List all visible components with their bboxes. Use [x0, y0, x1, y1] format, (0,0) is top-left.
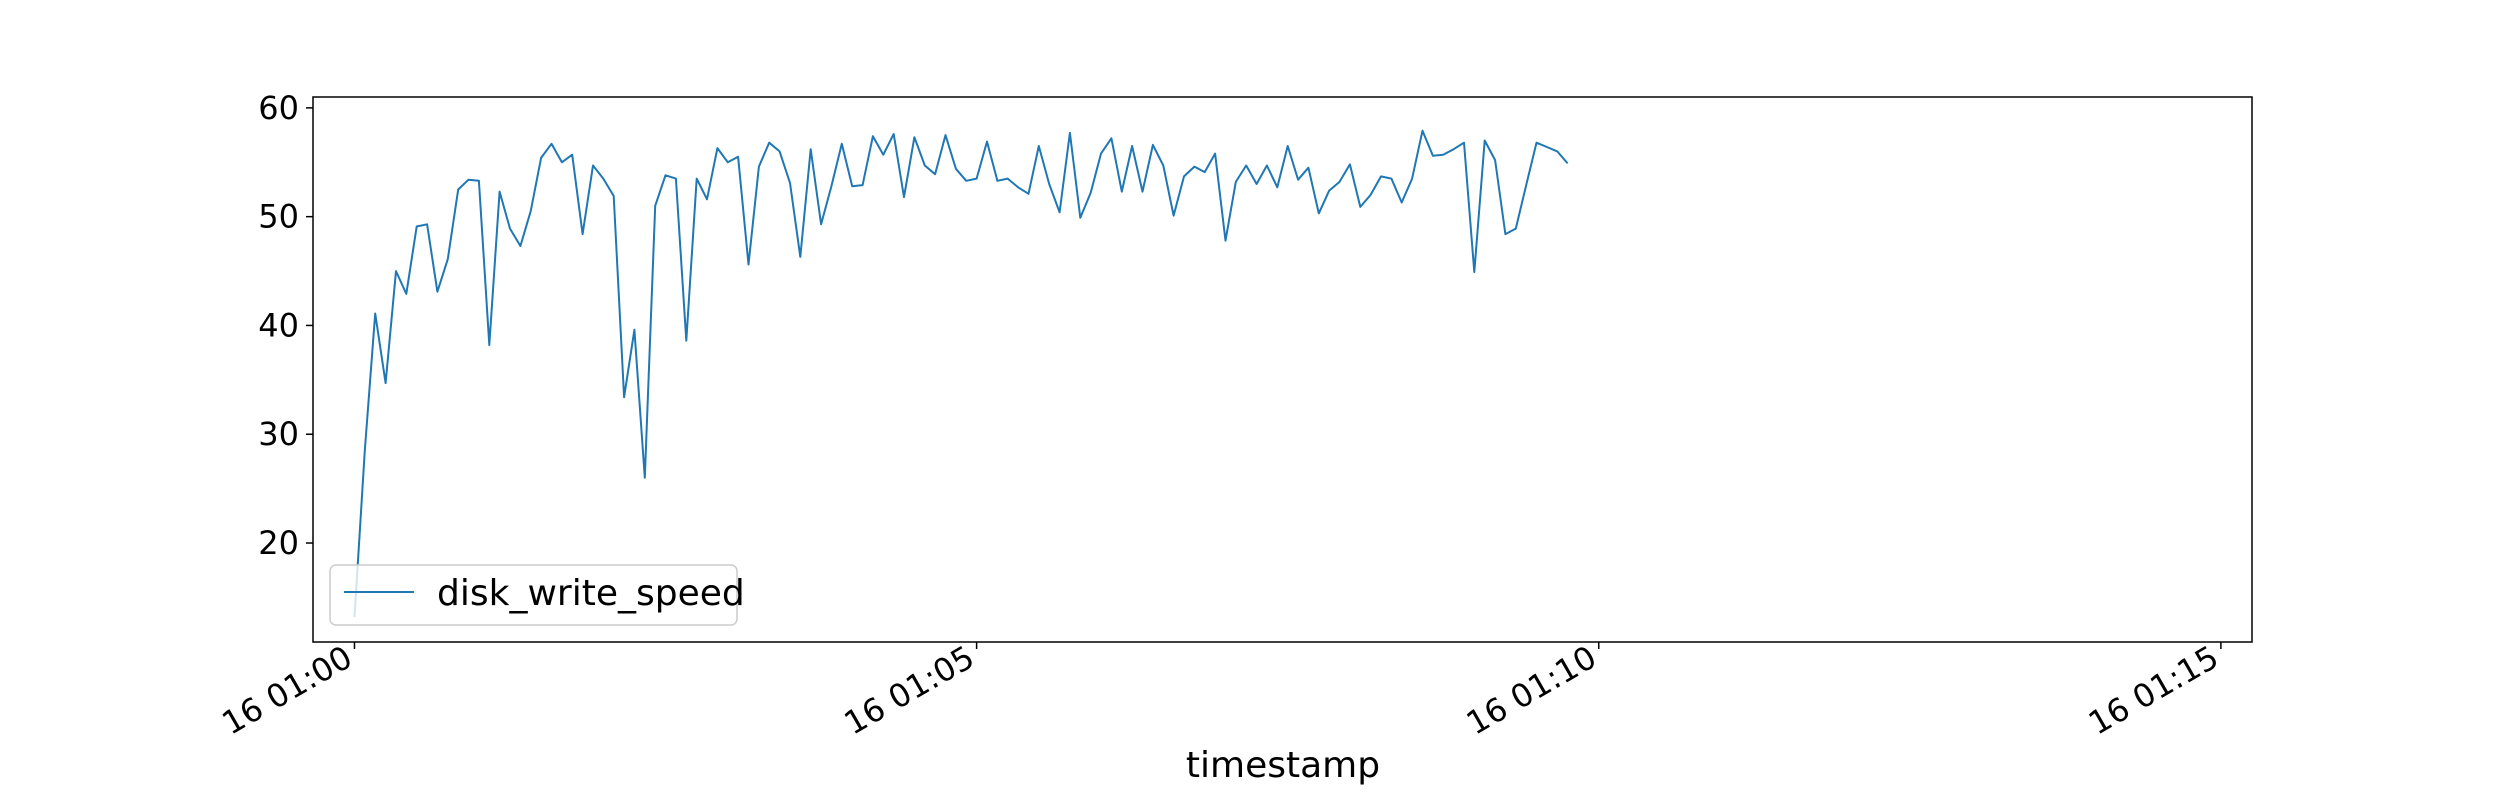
- y-axis: 20 30 40 50 60: [258, 89, 313, 562]
- series-line-disk-write-speed: [353, 129, 1569, 618]
- x-axis-title: timestamp: [1186, 745, 1380, 786]
- series-layer: [353, 129, 1569, 618]
- legend-label: disk_write_speed: [437, 573, 745, 614]
- legend-frame: [329, 564, 738, 626]
- x-tick-label: 16 01:10: [1460, 638, 1603, 742]
- legend: disk_write_speed: [329, 564, 745, 626]
- y-tick-label: 20: [258, 524, 299, 562]
- y-tick-label: 30: [258, 415, 299, 453]
- x-tick-label: 16 01:05: [838, 638, 981, 742]
- plot-area-frame: [312, 96, 2253, 643]
- y-tick-label: 60: [258, 89, 299, 127]
- x-tick-label: 16 01:15: [2082, 638, 2225, 742]
- x-axis: 16 01:00 16 01:05 16 01:10 16 01:15: [216, 638, 2225, 742]
- y-tick-label: 40: [258, 306, 299, 344]
- y-tick-label: 50: [258, 198, 299, 236]
- x-tick-label: 16 01:00: [216, 638, 359, 742]
